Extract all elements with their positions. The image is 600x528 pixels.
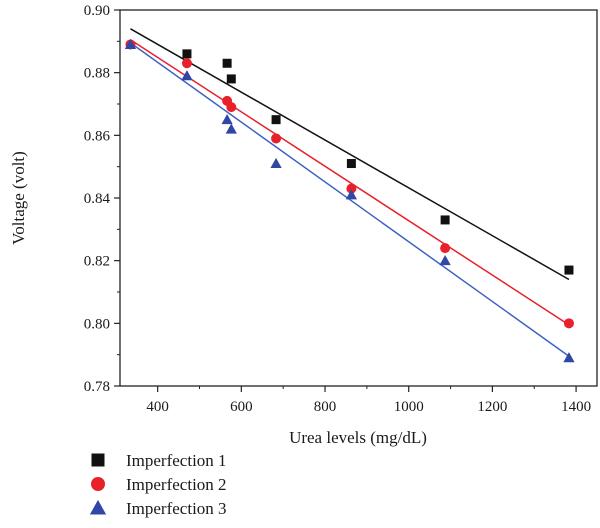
y-tick-label: 0.86 <box>84 128 111 144</box>
data-point <box>221 114 233 125</box>
x-axis-ticks: 400 600 800 1000 1200 1400 <box>146 386 591 415</box>
x-tick-label: 1200 <box>477 399 507 415</box>
legend-marker <box>89 499 107 515</box>
data-point <box>226 102 237 113</box>
data-point <box>563 318 574 329</box>
legend-label: Imperfection 3 <box>126 499 227 518</box>
legend-marker <box>91 453 105 467</box>
data-point <box>440 243 451 254</box>
data-point <box>563 352 575 363</box>
x-tick-label: 600 <box>230 399 253 415</box>
legend-marker <box>91 477 105 491</box>
legend-label: Imperfection 2 <box>126 475 227 494</box>
x-tick-label: 800 <box>314 399 337 415</box>
fit-lines <box>130 28 570 357</box>
y-axis-ticks: 0.78 0.80 0.82 0.84 0.86 0.88 0.90 <box>84 3 120 395</box>
data-point <box>271 115 281 125</box>
legend: Imperfection 1 Imperfection 2 Imperfection… <box>89 451 227 518</box>
data-point <box>564 265 574 275</box>
plot-frame <box>119 9 598 387</box>
data-point <box>346 183 357 194</box>
y-tick-label: 0.88 <box>84 66 110 82</box>
data-point <box>225 123 237 134</box>
x-tick-label: 1000 <box>394 399 424 415</box>
fit-line <box>130 42 570 357</box>
data-point <box>182 49 192 59</box>
y-tick-label: 0.82 <box>84 254 110 270</box>
x-tick-label: 1400 <box>561 399 591 415</box>
fit-line <box>130 28 570 281</box>
data-point <box>439 255 451 266</box>
data-point <box>270 157 282 169</box>
data-point <box>124 38 137 49</box>
data-point <box>181 58 192 69</box>
y-tick-label: 0.90 <box>84 3 110 19</box>
y-axis-title: Voltage (volt) <box>9 151 28 245</box>
data-point <box>346 159 356 169</box>
fit-line <box>130 39 570 326</box>
data-point <box>222 58 232 68</box>
legend-label: Imperfection 1 <box>126 451 227 470</box>
data-point <box>226 74 236 84</box>
x-tick-label: 400 <box>146 399 169 415</box>
y-tick-label: 0.78 <box>84 379 110 395</box>
data-points <box>124 38 575 363</box>
data-point <box>440 215 450 225</box>
data-point <box>345 189 358 200</box>
y-tick-label: 0.80 <box>84 316 110 332</box>
y-tick-label: 0.84 <box>84 191 111 207</box>
data-point <box>181 70 193 81</box>
data-point <box>271 133 282 144</box>
x-axis-title: Urea levels (mg/dL) <box>289 428 427 447</box>
